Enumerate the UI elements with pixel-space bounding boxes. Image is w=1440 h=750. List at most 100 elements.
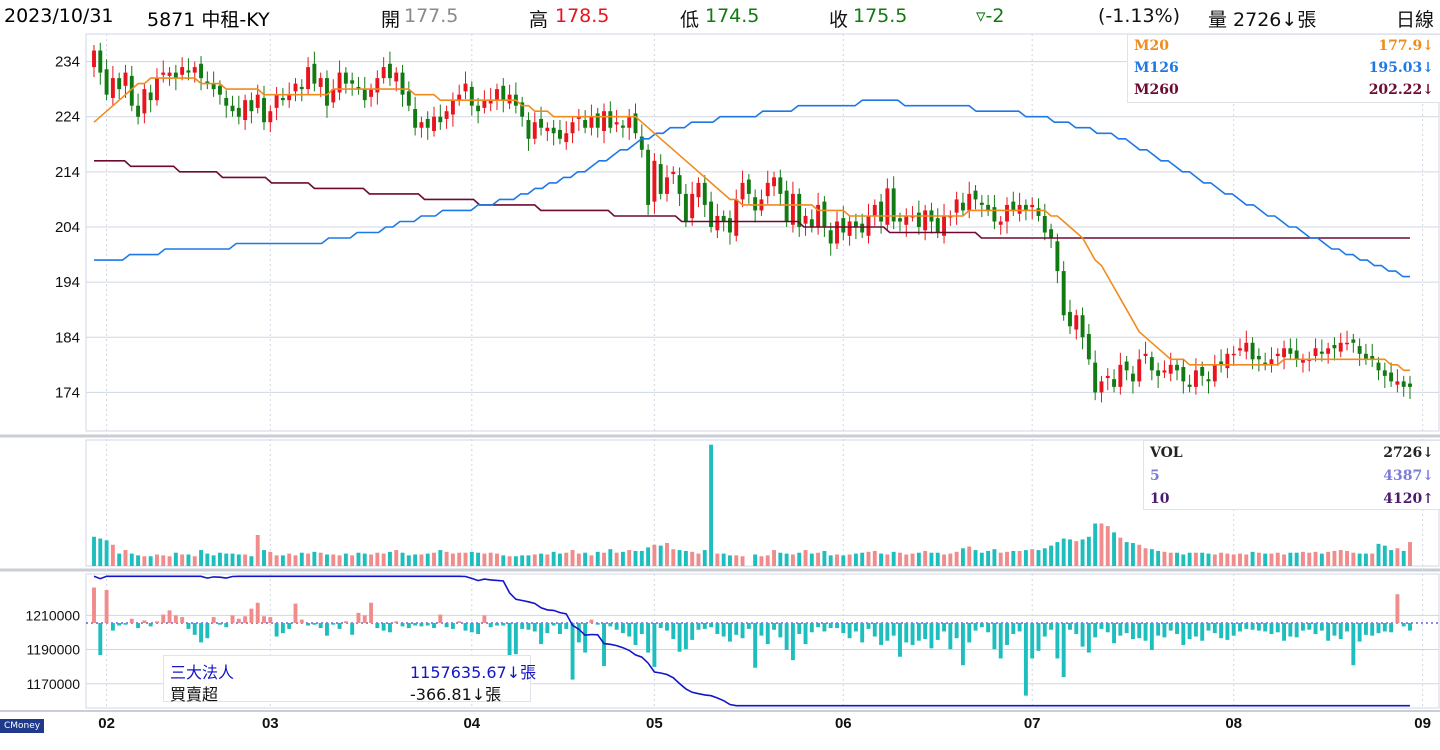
candle — [356, 86, 361, 90]
candle — [526, 120, 531, 139]
net-buy-bar — [375, 623, 380, 629]
net-buy-bar — [696, 623, 701, 630]
candle — [665, 177, 669, 194]
net-buy-bar — [532, 623, 537, 632]
close-label: 收 — [829, 9, 849, 31]
volume-bar — [1219, 552, 1224, 566]
net-buy-bar — [583, 623, 588, 653]
volume-bar — [891, 551, 896, 566]
candle — [262, 97, 266, 123]
net-buy-bar — [1389, 623, 1394, 633]
candle — [362, 89, 367, 101]
candle — [809, 219, 814, 227]
volume-bar — [570, 550, 575, 566]
volume-bar — [192, 556, 197, 566]
volume-bar — [110, 544, 115, 566]
candle — [369, 89, 374, 97]
candle — [715, 215, 720, 231]
candle — [280, 97, 285, 101]
net-buy-bar — [1124, 623, 1129, 634]
candle — [1275, 353, 1280, 357]
candle — [394, 72, 399, 82]
volume-bar — [709, 444, 714, 566]
candle — [155, 78, 159, 101]
volume-bar — [816, 552, 821, 566]
change-value: ▿-2 — [976, 5, 1005, 27]
net-buy-bar — [243, 616, 248, 623]
volume-bar — [1011, 550, 1016, 566]
volume-bar — [444, 551, 449, 566]
net-buy-bar — [665, 623, 669, 631]
net-buy-bar — [457, 621, 462, 623]
volume-bar — [104, 540, 109, 566]
volume-bar — [1036, 550, 1041, 566]
net-buy-bar — [1275, 623, 1280, 633]
volume-bar — [369, 554, 374, 566]
net-buy-bar — [1030, 623, 1035, 659]
volume-bar — [1225, 553, 1230, 566]
volume-bar — [520, 555, 525, 566]
net-buy-bar — [199, 623, 203, 643]
candle — [1068, 311, 1072, 327]
legend-row-m20: M20 177.9↓ — [1134, 35, 1434, 57]
volume-bar — [841, 555, 846, 566]
candle — [1162, 370, 1167, 373]
volume-bar — [1149, 549, 1154, 566]
volume-bar — [879, 553, 884, 566]
volume-bar — [1244, 554, 1249, 566]
volume-bar — [847, 554, 852, 566]
candle — [1011, 201, 1016, 211]
volume-bar — [463, 552, 468, 566]
net-buy-bar — [1338, 623, 1343, 640]
volume-bar — [394, 550, 399, 566]
candle — [595, 113, 600, 128]
inst-panel-frame — [85, 573, 1440, 709]
net-buy-bar — [690, 623, 695, 640]
net-buy-bar — [1105, 623, 1110, 633]
net-buy-bar — [1200, 623, 1205, 641]
net-buy-bar — [564, 623, 569, 629]
candle — [967, 193, 972, 211]
candle — [1338, 342, 1343, 352]
candle — [671, 171, 676, 175]
net-buy-bar — [293, 603, 298, 623]
candle — [1363, 353, 1368, 360]
net-buy-bar — [1074, 623, 1079, 634]
m260-line — [94, 160, 1410, 239]
net-buy-bar — [1112, 623, 1117, 644]
volume-bar — [1382, 545, 1387, 566]
volume-bar — [217, 552, 222, 566]
net-buy-bar — [406, 623, 411, 629]
candle — [589, 116, 594, 128]
candle — [1099, 381, 1104, 393]
net-buy-bar — [1395, 594, 1400, 623]
net-buy-bar — [702, 623, 707, 629]
net-buy-bar — [318, 623, 323, 629]
legend-value: 1157635.67↓張 — [410, 663, 537, 682]
volume-bar — [1193, 552, 1198, 566]
volume-bar — [280, 555, 285, 566]
volume-bar — [1269, 553, 1274, 566]
volume-bar — [948, 553, 953, 566]
y-tick-label: 184 — [55, 329, 80, 346]
net-buy-bar — [513, 623, 518, 655]
y-tick-label: 1210000 — [25, 607, 80, 623]
candle — [1269, 359, 1274, 365]
net-buy-bar — [1193, 623, 1198, 637]
candle — [123, 72, 128, 86]
volume-bar — [652, 544, 657, 566]
candle — [1401, 381, 1406, 387]
candle — [104, 69, 109, 95]
volume-bar — [916, 552, 921, 566]
candle — [1238, 348, 1242, 351]
candle — [1168, 364, 1173, 374]
volume-bar — [438, 550, 443, 566]
candle — [923, 210, 928, 231]
net-buy-bar — [671, 623, 676, 640]
volume-bar — [1099, 523, 1104, 566]
candle — [287, 94, 292, 101]
candle — [835, 221, 839, 244]
net-buy-bar — [904, 623, 909, 643]
volume-bar — [457, 552, 462, 566]
